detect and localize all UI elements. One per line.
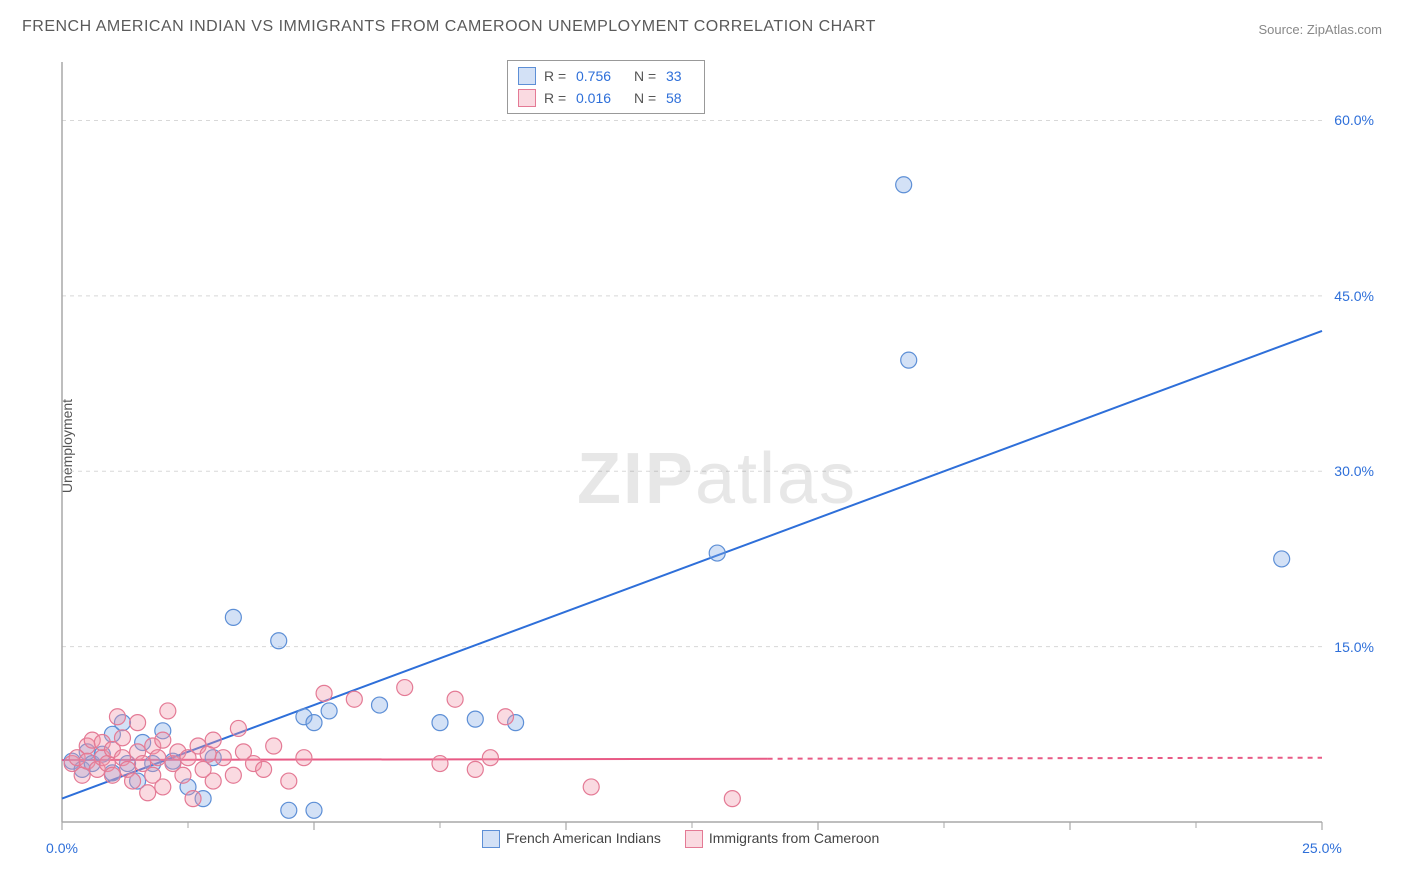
correlation-legend: R =0.756N =33R =0.016N =58 (507, 60, 705, 114)
y-tick-label: 30.0% (1334, 463, 1374, 479)
legend-item: French American Indians (482, 830, 661, 848)
x-tick-label: 0.0% (46, 840, 78, 856)
chart-title: FRENCH AMERICAN INDIAN VS IMMIGRANTS FRO… (22, 18, 876, 36)
series-legend: French American Indians Immigrants from C… (482, 830, 879, 848)
y-tick-label: 60.0% (1334, 112, 1374, 128)
x-tick-label: 25.0% (1302, 840, 1342, 856)
source-prefix: Source: (1258, 22, 1306, 37)
source-link[interactable]: ZipAtlas.com (1307, 22, 1382, 37)
chart-area: ZIPatlas 15.0%30.0%45.0%60.0%0.0%25.0%R … (52, 58, 1382, 858)
y-tick-label: 45.0% (1334, 288, 1374, 304)
scatter-plot (52, 58, 1332, 848)
y-tick-label: 15.0% (1334, 639, 1374, 655)
legend-item: Immigrants from Cameroon (685, 830, 879, 848)
source-attribution: Source: ZipAtlas.com (1258, 22, 1382, 37)
